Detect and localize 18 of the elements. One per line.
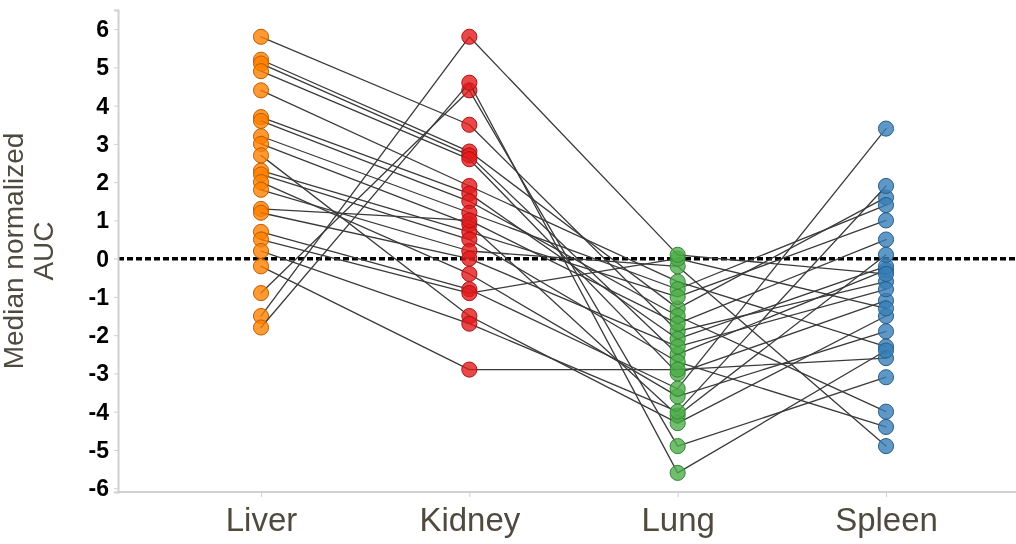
y-tick-label: 1 bbox=[96, 207, 110, 234]
x-tick-label: Lung bbox=[641, 501, 715, 539]
y-tick-label: -5 bbox=[88, 436, 110, 463]
y-tick-label: 4 bbox=[96, 92, 110, 119]
x-tick-label: Liver bbox=[225, 501, 298, 539]
y-tick-label: 0 bbox=[96, 245, 109, 272]
y-tick-label: -4 bbox=[88, 398, 110, 425]
y-tick-label: -6 bbox=[88, 475, 109, 502]
y-tick-label: 6 bbox=[96, 15, 109, 42]
y-tick-label: -3 bbox=[88, 360, 109, 387]
y-tick-label: 3 bbox=[96, 130, 109, 157]
x-tick-label: Kidney bbox=[419, 501, 521, 539]
y-tick-label: -2 bbox=[88, 322, 109, 349]
y-tick-label: 5 bbox=[96, 54, 110, 81]
x-tick-label: Spleen bbox=[835, 501, 938, 539]
y-axis-title: Median normalized AUC bbox=[0, 132, 60, 370]
y-tick-label: 2 bbox=[96, 169, 109, 195]
y-tick-label: -1 bbox=[88, 283, 110, 310]
